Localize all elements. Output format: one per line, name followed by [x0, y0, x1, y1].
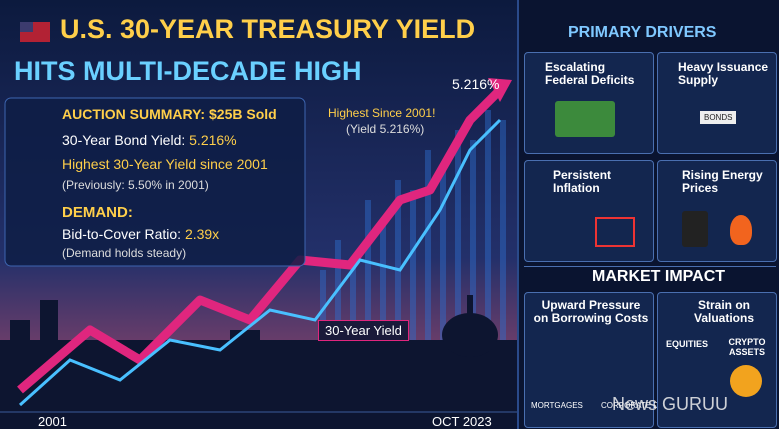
- driver-card: Heavy Issuance Supply BONDS: [657, 52, 777, 154]
- auction-value: $25B Sold: [209, 106, 277, 122]
- impact-title: MARKET IMPACT: [592, 268, 726, 285]
- impact-label: Upward Pressure on Borrowing Costs: [533, 298, 649, 325]
- yield-value: 5.216%: [189, 132, 237, 148]
- demand-title: DEMAND:: [62, 204, 133, 221]
- impact-item: CORPORATE DEBT: [601, 401, 675, 410]
- impact-label: Strain on Valuations: [693, 298, 755, 325]
- peak-label: 5.216%: [452, 76, 500, 92]
- title-line2: HITS MULTI-DECADE HIGH: [14, 56, 362, 86]
- x-start: 2001: [38, 414, 67, 429]
- title-line1: U.S. 30-YEAR TREASURY YIELD: [60, 14, 476, 44]
- demand-note: (Demand holds steady): [62, 246, 187, 260]
- annotation-title: Highest Since 2001!: [328, 106, 436, 120]
- ratio-label: Bid-to-Cover Ratio:: [62, 226, 182, 242]
- line-label: 30-Year Yield: [318, 320, 409, 341]
- watermark: News GURUU: [612, 394, 729, 414]
- x-end: OCT 2023: [432, 414, 492, 429]
- driver-label: Persistent Inflation: [553, 168, 612, 195]
- annotation-subtitle: (Yield 5.216%): [346, 122, 425, 136]
- driver-label: Heavy Issuance Supply: [678, 60, 769, 87]
- driver-label: Escalating Federal Deficits: [545, 60, 635, 87]
- impact-card: Strain on Valuations EQUITIES CRYPTO ASSET…: [657, 292, 777, 428]
- impact-item: CRYPTO ASSETS: [728, 337, 766, 357]
- yield-label: 30-Year Bond Yield:: [62, 132, 186, 148]
- impact-item: MORTGAGES: [531, 401, 583, 410]
- drivers-title: PRIMARY DRIVERS: [568, 24, 717, 41]
- ratio-value: 2.39x: [184, 226, 220, 242]
- driver-label: Rising Energy Prices: [682, 168, 763, 195]
- impact-card: Upward Pressure on Borrowing Costs MORTGA…: [524, 292, 675, 428]
- auction-label: AUCTION SUMMARY:: [62, 106, 206, 122]
- driver-card: Escalating Federal Deficits: [524, 52, 654, 154]
- bonds-icon: BONDS: [700, 111, 737, 124]
- highest: Highest 30-Year Yield since 2001: [62, 156, 268, 172]
- driver-card: Rising Energy Prices: [657, 160, 777, 262]
- driver-card: Persistent Inflation: [524, 160, 654, 262]
- impact-item: EQUITIES: [666, 339, 709, 349]
- previously: (Previously: 5.50% in 2001): [62, 178, 209, 192]
